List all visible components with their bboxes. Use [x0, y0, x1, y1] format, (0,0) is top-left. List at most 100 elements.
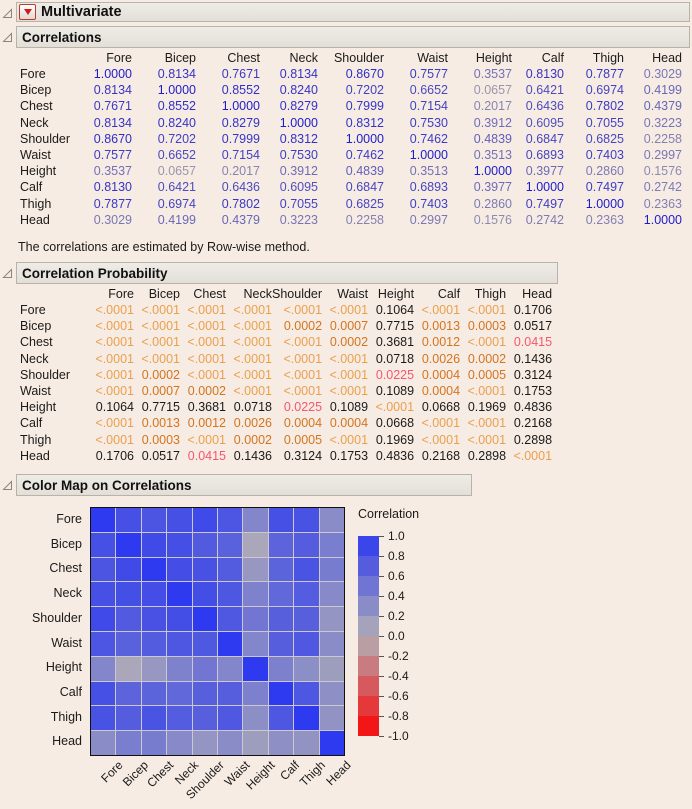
heatmap-cell[interactable]: [294, 508, 319, 532]
heatmap-cell[interactable]: [243, 656, 268, 681]
heatmap-cell[interactable]: [294, 656, 319, 681]
heatmap-cell[interactable]: [91, 632, 116, 656]
heatmap-cell[interactable]: [141, 582, 167, 607]
heatmap-cell[interactable]: [91, 582, 116, 607]
heatmap-cell[interactable]: [319, 656, 344, 681]
heatmap-cell[interactable]: [141, 731, 167, 756]
heatmap-cell[interactable]: [243, 681, 268, 706]
heatmap-cell[interactable]: [243, 532, 268, 557]
heatmap-cell[interactable]: [167, 607, 192, 632]
heatmap-cell[interactable]: [319, 557, 344, 582]
heatmap-cell[interactable]: [91, 508, 116, 532]
heatmap-cell[interactable]: [141, 656, 167, 681]
heatmap-cell[interactable]: [217, 582, 243, 607]
heatmap-cell[interactable]: [294, 731, 319, 756]
heatmap-cell[interactable]: [319, 681, 344, 706]
heatmap-cell[interactable]: [319, 582, 344, 607]
heatmap-cell[interactable]: [91, 607, 116, 632]
heatmap-cell[interactable]: [91, 656, 116, 681]
heatmap-cell[interactable]: [192, 706, 217, 731]
heatmap-cell[interactable]: [141, 508, 167, 532]
heatmap-cell[interactable]: [294, 607, 319, 632]
heatmap-cell[interactable]: [294, 632, 319, 656]
heatmap-cell[interactable]: [141, 607, 167, 632]
heatmap-cell[interactable]: [141, 706, 167, 731]
heatmap-cell[interactable]: [141, 532, 167, 557]
heatmap-cell[interactable]: [217, 681, 243, 706]
heatmap-cell[interactable]: [319, 532, 344, 557]
disclosure-triangle-icon[interactable]: [2, 480, 13, 491]
heatmap-cell[interactable]: [268, 706, 294, 731]
heatmap-cell[interactable]: [116, 681, 141, 706]
heatmap-cell[interactable]: [116, 532, 141, 557]
heatmap-cell[interactable]: [319, 731, 344, 756]
heatmap-cell[interactable]: [319, 607, 344, 632]
heatmap-cell[interactable]: [192, 508, 217, 532]
heatmap-cell[interactable]: [243, 632, 268, 656]
heatmap-cell[interactable]: [192, 607, 217, 632]
heatmap-cell[interactable]: [116, 508, 141, 532]
heatmap-cell[interactable]: [217, 632, 243, 656]
heatmap-cell[interactable]: [294, 706, 319, 731]
disclosure-triangle-icon[interactable]: [2, 268, 13, 279]
heatmap-cell[interactable]: [294, 681, 319, 706]
heatmap-cell[interactable]: [192, 582, 217, 607]
heatmap-cell[interactable]: [192, 532, 217, 557]
heatmap-cell[interactable]: [243, 508, 268, 532]
heatmap-cell[interactable]: [167, 681, 192, 706]
heatmap-cell[interactable]: [167, 582, 192, 607]
heatmap-cell[interactable]: [192, 632, 217, 656]
heatmap-cell[interactable]: [294, 532, 319, 557]
red-triangle-menu-button[interactable]: [19, 4, 36, 20]
heatmap-cell[interactable]: [268, 632, 294, 656]
heatmap-cell[interactable]: [319, 706, 344, 731]
heatmap-cell[interactable]: [217, 508, 243, 532]
heatmap-cell[interactable]: [91, 731, 116, 756]
heatmap-cell[interactable]: [217, 706, 243, 731]
correlation-heatmap[interactable]: [90, 507, 345, 757]
heatmap-cell[interactable]: [243, 706, 268, 731]
heatmap-cell[interactable]: [167, 532, 192, 557]
heatmap-cell[interactable]: [116, 632, 141, 656]
heatmap-cell[interactable]: [167, 656, 192, 681]
heatmap-cell[interactable]: [243, 557, 268, 582]
heatmap-cell[interactable]: [268, 731, 294, 756]
heatmap-cell[interactable]: [141, 557, 167, 582]
heatmap-cell[interactable]: [192, 681, 217, 706]
heatmap-cell[interactable]: [217, 557, 243, 582]
heatmap-cell[interactable]: [294, 582, 319, 607]
heatmap-cell[interactable]: [116, 656, 141, 681]
heatmap-cell[interactable]: [192, 731, 217, 756]
heatmap-cell[interactable]: [116, 706, 141, 731]
heatmap-cell[interactable]: [167, 632, 192, 656]
heatmap-cell[interactable]: [268, 656, 294, 681]
heatmap-cell[interactable]: [116, 557, 141, 582]
heatmap-cell[interactable]: [319, 632, 344, 656]
heatmap-cell[interactable]: [91, 681, 116, 706]
heatmap-cell[interactable]: [243, 731, 268, 756]
heatmap-cell[interactable]: [192, 557, 217, 582]
heatmap-cell[interactable]: [116, 582, 141, 607]
heatmap-cell[interactable]: [141, 681, 167, 706]
disclosure-triangle-icon[interactable]: [2, 8, 13, 19]
heatmap-cell[interactable]: [167, 557, 192, 582]
heatmap-cell[interactable]: [141, 632, 167, 656]
heatmap-cell[interactable]: [243, 607, 268, 632]
heatmap-cell[interactable]: [167, 706, 192, 731]
heatmap-cell[interactable]: [217, 607, 243, 632]
heatmap-cell[interactable]: [243, 582, 268, 607]
heatmap-cell[interactable]: [268, 557, 294, 582]
heatmap-cell[interactable]: [116, 607, 141, 632]
heatmap-cell[interactable]: [268, 582, 294, 607]
disclosure-triangle-icon[interactable]: [2, 32, 13, 43]
heatmap-cell[interactable]: [91, 557, 116, 582]
heatmap-cell[interactable]: [217, 532, 243, 557]
heatmap-cell[interactable]: [268, 607, 294, 632]
heatmap-cell[interactable]: [268, 508, 294, 532]
heatmap-cell[interactable]: [217, 656, 243, 681]
heatmap-cell[interactable]: [294, 557, 319, 582]
heatmap-cell[interactable]: [319, 508, 344, 532]
heatmap-cell[interactable]: [217, 731, 243, 756]
heatmap-cell[interactable]: [268, 532, 294, 557]
heatmap-cell[interactable]: [91, 532, 116, 557]
